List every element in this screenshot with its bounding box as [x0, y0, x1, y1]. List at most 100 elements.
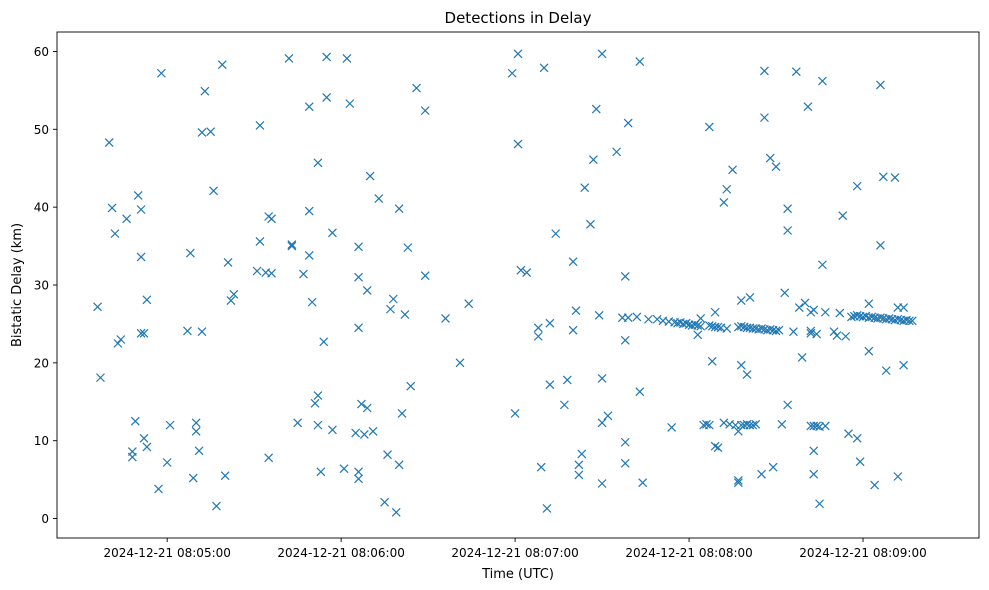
- data-point: [765, 153, 775, 163]
- data-point: [522, 268, 532, 277]
- data-point: [907, 316, 917, 326]
- data-point: [745, 293, 755, 302]
- data-point: [220, 471, 230, 481]
- data-point: [568, 325, 578, 335]
- data-point: [777, 419, 787, 429]
- data-point: [162, 458, 172, 467]
- data-point: [620, 437, 630, 447]
- data-point: [304, 102, 314, 112]
- data-point: [464, 299, 474, 309]
- data-point: [351, 428, 361, 438]
- data-point: [881, 366, 891, 376]
- data-point: [562, 375, 572, 385]
- data-point: [394, 460, 404, 470]
- data-point: [681, 318, 691, 328]
- data-point: [597, 49, 607, 59]
- data-point: [200, 86, 210, 96]
- data-point: [386, 304, 395, 314]
- data-point: [359, 430, 369, 439]
- data-point: [783, 226, 793, 235]
- data-point: [136, 252, 146, 262]
- data-point: [394, 204, 404, 214]
- data-point: [875, 240, 885, 250]
- data-point: [304, 250, 314, 260]
- data-point: [667, 423, 677, 432]
- data-point: [704, 122, 714, 132]
- data-point: [113, 338, 123, 348]
- data-point: [264, 453, 274, 463]
- data-point: [852, 433, 862, 443]
- data-point: [197, 327, 207, 337]
- data-point: [838, 211, 848, 221]
- data-point: [406, 381, 416, 391]
- data-point: [852, 310, 862, 320]
- data-point: [403, 243, 413, 253]
- data-point: [313, 391, 323, 400]
- data-point: [568, 257, 578, 267]
- data-point: [319, 337, 329, 347]
- data-point: [597, 373, 607, 383]
- data-point: [397, 409, 407, 418]
- data-point: [635, 57, 645, 67]
- data-point: [255, 120, 265, 130]
- data-point: [194, 446, 204, 456]
- data-point: [191, 426, 201, 436]
- data-point: [339, 464, 349, 474]
- data-point: [539, 63, 549, 73]
- data-point: [702, 419, 711, 429]
- data-point: [383, 450, 392, 460]
- data-point: [545, 380, 555, 390]
- data-point: [110, 229, 120, 239]
- data-point: [357, 399, 366, 409]
- data-point: [130, 416, 140, 426]
- data-point: [760, 113, 769, 123]
- y-tick-label: 20: [34, 356, 49, 370]
- data-point: [391, 507, 401, 517]
- data-point: [354, 272, 363, 282]
- y-tick-label: 10: [34, 434, 49, 448]
- data-point: [136, 328, 146, 338]
- data-point: [771, 326, 781, 336]
- data-point: [904, 316, 914, 326]
- data-point: [707, 356, 717, 366]
- data-point: [620, 335, 630, 345]
- data-point: [133, 191, 143, 200]
- data-point: [139, 433, 149, 443]
- data-point: [760, 66, 769, 76]
- data-point: [420, 106, 430, 116]
- data-point: [765, 324, 775, 334]
- data-point: [757, 469, 766, 479]
- data-point: [313, 158, 323, 168]
- data-point: [832, 331, 842, 341]
- data-point: [516, 265, 526, 275]
- plot-area: [56, 31, 980, 539]
- data-point: [841, 331, 851, 341]
- data-point: [736, 360, 746, 370]
- data-point: [507, 68, 517, 78]
- data-point: [844, 429, 853, 439]
- data-point: [374, 194, 384, 204]
- data-point: [820, 307, 830, 317]
- data-point: [623, 118, 633, 128]
- data-point: [107, 203, 117, 213]
- data-point: [191, 418, 201, 428]
- data-point: [209, 186, 218, 196]
- data-point: [774, 325, 784, 335]
- data-point: [710, 441, 720, 451]
- data-point: [345, 99, 355, 109]
- data-point: [638, 478, 648, 488]
- data-point: [287, 240, 297, 249]
- data-point: [287, 241, 297, 251]
- data-point: [293, 418, 303, 428]
- data-point: [809, 446, 819, 456]
- data-point: [623, 313, 633, 323]
- data-point: [652, 314, 662, 324]
- data-point: [136, 205, 146, 214]
- data-point: [620, 272, 630, 281]
- data-point: [441, 314, 450, 323]
- y-tick-label: 60: [34, 45, 49, 59]
- data-point: [696, 314, 706, 323]
- data-point: [255, 236, 265, 246]
